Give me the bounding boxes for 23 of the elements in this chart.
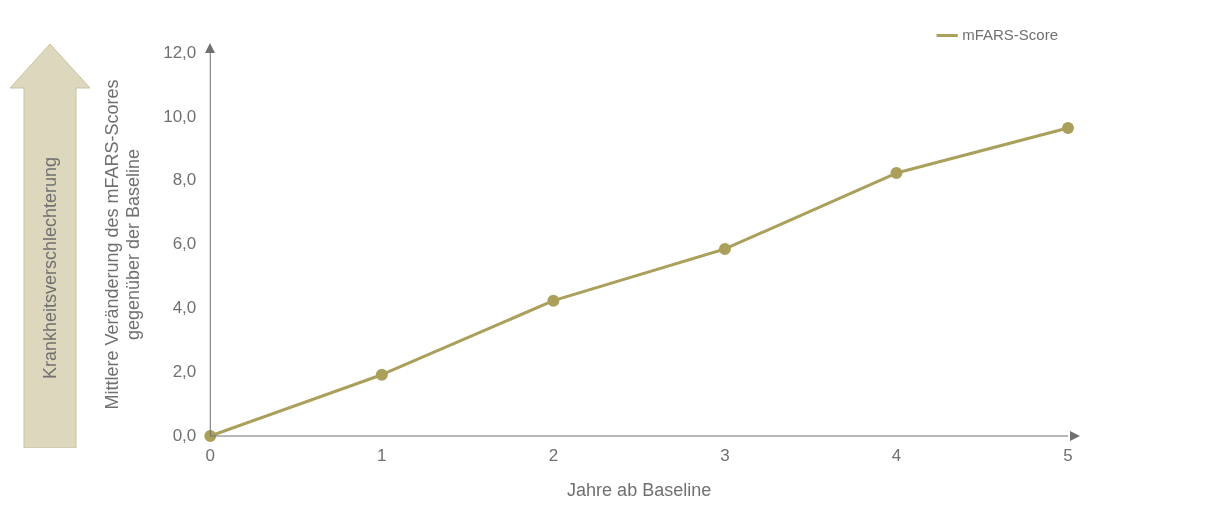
y-tick-label: 12,0: [163, 42, 197, 62]
y-tick-label: 6,0: [172, 234, 197, 254]
y-tick-label: 10,0: [163, 106, 197, 126]
y-tick-label: 8,0: [172, 170, 197, 190]
legend-label: mFARS-Score: [962, 25, 1059, 43]
point: [547, 294, 560, 307]
y-tick-label: 2,0: [172, 361, 197, 381]
y-axis-title: Mittlere Veränderung des mFARS-Scores gegenüber der Baseline: [101, 79, 144, 410]
point: [718, 242, 731, 255]
point: [204, 430, 217, 442]
y-tick-label: 0,0: [172, 425, 197, 445]
point: [890, 167, 903, 180]
point: [1062, 122, 1074, 134]
point: [375, 368, 388, 381]
text: Krankheitsverschlechterung: [39, 156, 61, 380]
x-tick-label: 2: [548, 445, 559, 465]
x-tick-label: 3: [720, 445, 730, 465]
y-tick-label: 4,0: [172, 298, 197, 318]
x-tick-label: 5: [1063, 445, 1073, 465]
x-tick-label: 0: [205, 445, 216, 465]
x-axis-title: Jahre ab Baseline: [567, 480, 712, 501]
x-tick-label: 4: [891, 445, 902, 465]
x-tick-label: 1: [377, 445, 387, 465]
